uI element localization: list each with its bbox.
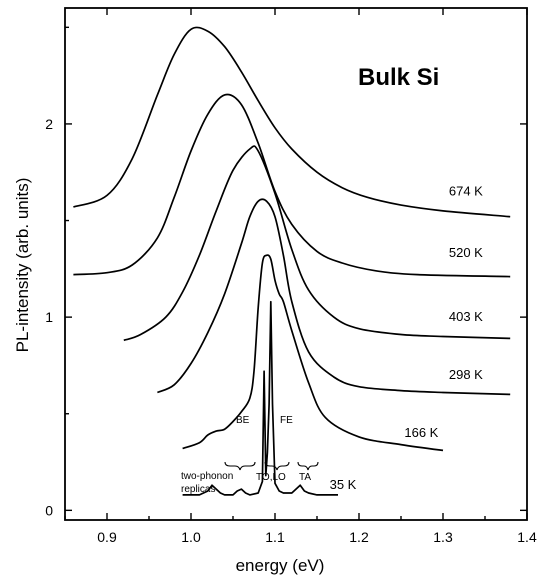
series-line-35k xyxy=(182,300,338,496)
x-tick-label: 1.2 xyxy=(349,529,369,545)
series-label-403k: 403 K xyxy=(449,309,483,324)
series-line-520k xyxy=(73,93,511,278)
ta-brace xyxy=(297,461,319,471)
series-line-403k xyxy=(123,145,511,342)
series-label-674k: 674 K xyxy=(449,183,483,198)
y-tick-label: 2 xyxy=(45,116,53,132)
series-line-166k xyxy=(182,254,444,452)
y-axis-label: PL-intensity (arb. units) xyxy=(13,178,32,353)
annotation-be: BE xyxy=(236,415,250,426)
x-tick-label: 1.1 xyxy=(265,529,285,545)
annotation-to-lo: TO,LO xyxy=(256,472,286,483)
to-lo-brace xyxy=(264,461,290,471)
series-label-520k: 520 K xyxy=(449,245,483,260)
series-label-35k: 35 K xyxy=(330,477,357,492)
x-tick-label: 1.0 xyxy=(181,529,201,545)
plot-frame xyxy=(64,7,528,521)
series-label-298k: 298 K xyxy=(449,367,483,382)
x-tick-label: 1.4 xyxy=(517,529,537,545)
annotation-ta: TA xyxy=(299,472,311,483)
y-tick-label: 0 xyxy=(45,502,53,518)
x-tick-label: 0.9 xyxy=(97,529,117,545)
series-line-298k xyxy=(157,198,511,396)
x-tick-label: 1.3 xyxy=(433,529,453,545)
annotation-fe: FE xyxy=(280,415,293,426)
annotation-two-phonon: two-phonon xyxy=(181,471,233,482)
y-tick-label: 1 xyxy=(45,309,53,325)
x-axis-label: energy (eV) xyxy=(236,556,325,575)
two-phonon-brace xyxy=(224,461,256,471)
series-line-674k xyxy=(73,26,511,218)
chart-title: Bulk Si xyxy=(358,64,439,91)
annotation-replicas: replicas xyxy=(181,484,215,495)
series-label-166k: 166 K xyxy=(404,425,438,440)
